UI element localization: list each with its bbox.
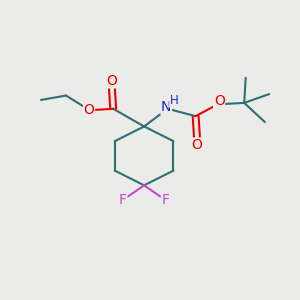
Text: O: O bbox=[192, 138, 203, 152]
Text: F: F bbox=[118, 193, 127, 207]
Text: H: H bbox=[170, 94, 178, 107]
Text: O: O bbox=[106, 74, 117, 88]
Text: N: N bbox=[161, 100, 171, 114]
Text: F: F bbox=[162, 193, 170, 207]
Text: O: O bbox=[84, 103, 94, 117]
Text: O: O bbox=[214, 94, 225, 108]
